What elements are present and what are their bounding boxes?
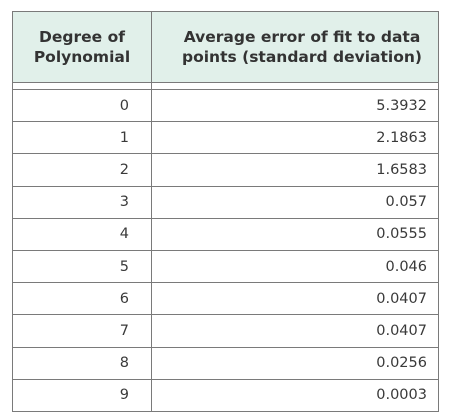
table-row: 1 2.1863 bbox=[12, 121, 439, 155]
degree-cell: 5 bbox=[12, 249, 152, 284]
data-table: Degree of Polynomial Average error of fi… bbox=[12, 11, 439, 412]
column-header-average-error: Average error of fit to data points (sta… bbox=[151, 11, 439, 83]
table-row: 5 0.046 bbox=[12, 249, 439, 284]
degree-cell: 3 bbox=[12, 185, 152, 219]
degree-cell: 7 bbox=[12, 314, 152, 348]
degree-cell: 6 bbox=[12, 282, 152, 316]
table-row: 4 0.0555 bbox=[12, 217, 439, 251]
table-row: 3 0.057 bbox=[12, 185, 439, 219]
degree-cell: 4 bbox=[12, 217, 152, 251]
error-cell: 0.0555 bbox=[151, 217, 439, 251]
error-cell: 5.3932 bbox=[151, 88, 439, 123]
gap-cell bbox=[12, 82, 152, 90]
degree-cell: 8 bbox=[12, 346, 152, 380]
degree-cell: 0 bbox=[12, 88, 152, 123]
table-row: 7 0.0407 bbox=[12, 314, 439, 348]
error-cell: 2.1863 bbox=[151, 121, 439, 155]
gap-cell bbox=[151, 82, 439, 90]
error-cell: 0.0407 bbox=[151, 314, 439, 348]
degree-cell: 9 bbox=[12, 378, 152, 412]
degree-cell: 1 bbox=[12, 121, 152, 155]
column-header-degree: Degree of Polynomial bbox=[12, 11, 152, 83]
error-cell: 0.046 bbox=[151, 249, 439, 284]
table-row: 9 0.0003 bbox=[12, 378, 439, 412]
table-row: 2 1.6583 bbox=[12, 153, 439, 187]
error-cell: 0.0407 bbox=[151, 282, 439, 316]
error-cell: 0.057 bbox=[151, 185, 439, 219]
header-gap-row bbox=[12, 82, 439, 90]
error-cell: 1.6583 bbox=[151, 153, 439, 187]
table-row: 0 5.3932 bbox=[12, 88, 439, 123]
degree-cell: 2 bbox=[12, 153, 152, 187]
table-header: Degree of Polynomial Average error of fi… bbox=[12, 11, 439, 83]
header-row: Degree of Polynomial Average error of fi… bbox=[12, 11, 439, 83]
table-body: 0 5.3932 1 2.1863 2 1.6583 3 0.057 4 0.0555 5 0.046… bbox=[12, 82, 439, 412]
error-cell: 0.0003 bbox=[151, 378, 439, 412]
table-row: 6 0.0407 bbox=[12, 282, 439, 316]
table-row: 8 0.0256 bbox=[12, 346, 439, 380]
error-cell: 0.0256 bbox=[151, 346, 439, 380]
